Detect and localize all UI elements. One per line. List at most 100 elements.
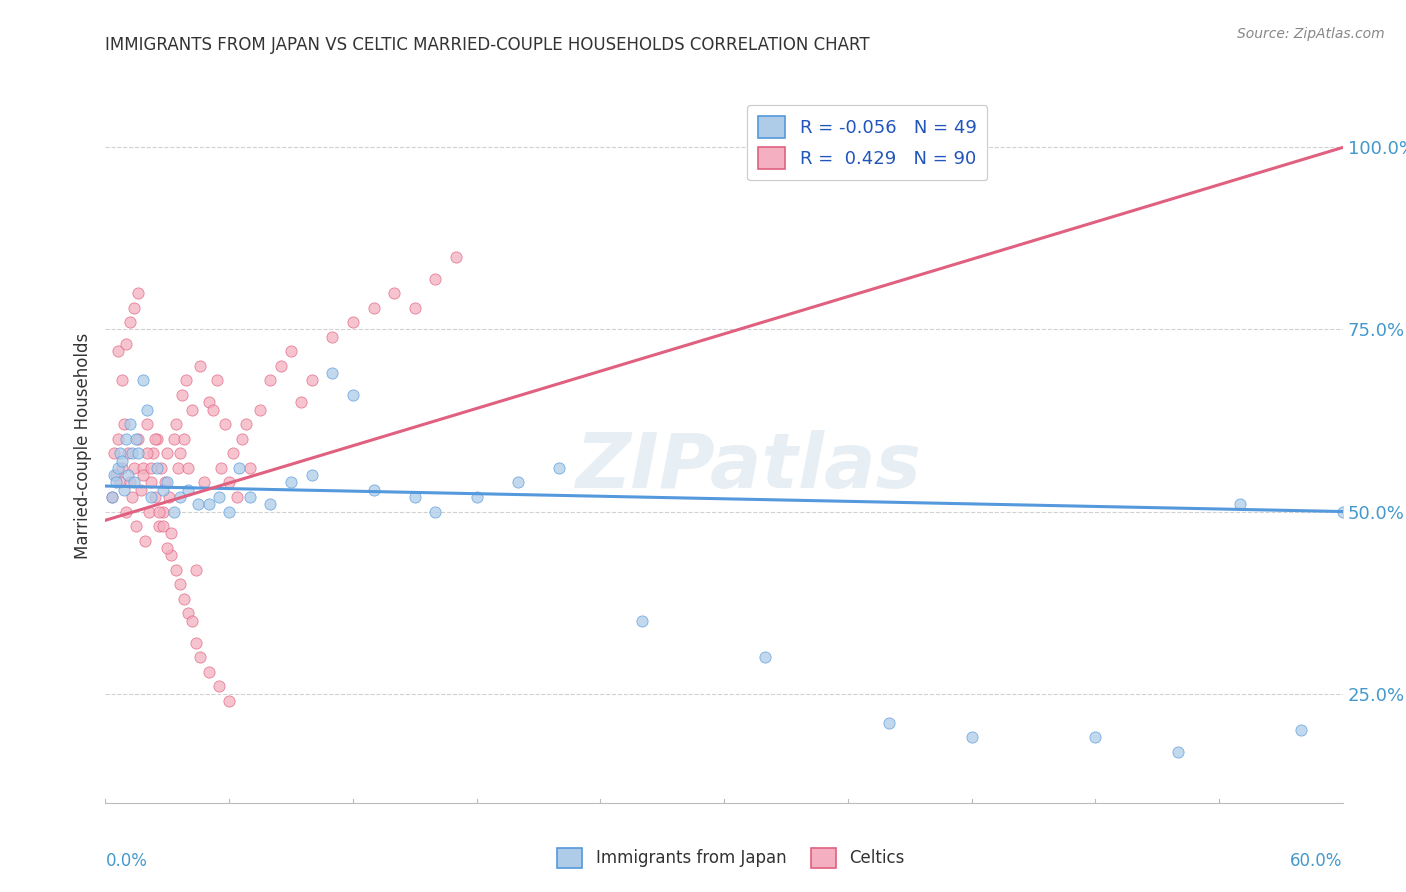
Point bbox=[131, 468, 153, 483]
Point bbox=[188, 359, 211, 373]
Point bbox=[135, 446, 157, 460]
Point bbox=[162, 432, 184, 446]
Point bbox=[177, 460, 200, 475]
Point bbox=[120, 417, 142, 432]
Point bbox=[222, 446, 245, 460]
Point bbox=[107, 460, 129, 475]
Point bbox=[127, 432, 149, 446]
Point bbox=[125, 432, 148, 446]
Point bbox=[107, 344, 129, 359]
Point bbox=[630, 614, 652, 628]
Point bbox=[197, 395, 219, 409]
Point bbox=[193, 475, 215, 490]
Point bbox=[100, 490, 122, 504]
Point bbox=[259, 374, 281, 388]
Point bbox=[425, 271, 447, 285]
Point bbox=[143, 432, 166, 446]
Point bbox=[173, 591, 195, 606]
Point bbox=[169, 577, 191, 591]
Point bbox=[177, 483, 200, 497]
Point bbox=[165, 563, 187, 577]
Point bbox=[205, 374, 228, 388]
Point bbox=[155, 475, 177, 490]
Point bbox=[239, 460, 262, 475]
Point bbox=[444, 250, 467, 264]
Point bbox=[146, 432, 169, 446]
Point bbox=[301, 374, 323, 388]
Point bbox=[321, 330, 343, 344]
Text: Source: ZipAtlas.com: Source: ZipAtlas.com bbox=[1237, 27, 1385, 41]
Point bbox=[1084, 731, 1107, 745]
Point bbox=[197, 497, 219, 511]
Point bbox=[124, 475, 146, 490]
Point bbox=[186, 635, 208, 649]
Point bbox=[181, 614, 204, 628]
Point bbox=[342, 315, 364, 329]
Point bbox=[142, 446, 165, 460]
Point bbox=[111, 460, 134, 475]
Point bbox=[218, 475, 240, 490]
Point bbox=[156, 475, 179, 490]
Point bbox=[115, 337, 138, 351]
Point bbox=[214, 417, 236, 432]
Point bbox=[218, 694, 240, 708]
Point bbox=[108, 475, 131, 490]
Point bbox=[181, 402, 204, 417]
Point bbox=[120, 475, 142, 490]
Point bbox=[152, 519, 174, 533]
Y-axis label: Married-couple Households: Married-couple Households bbox=[73, 333, 91, 559]
Point bbox=[157, 490, 180, 504]
Point bbox=[111, 374, 134, 388]
Point bbox=[187, 497, 209, 511]
Point bbox=[134, 533, 156, 548]
Point bbox=[218, 504, 240, 518]
Point bbox=[152, 483, 174, 497]
Point bbox=[382, 286, 405, 301]
Point bbox=[139, 460, 162, 475]
Point bbox=[177, 607, 200, 621]
Point bbox=[152, 504, 174, 518]
Point bbox=[877, 715, 900, 730]
Point bbox=[960, 731, 983, 745]
Point bbox=[1331, 504, 1354, 518]
Point bbox=[188, 650, 211, 665]
Point bbox=[235, 417, 257, 432]
Point bbox=[280, 344, 302, 359]
Point bbox=[135, 417, 157, 432]
Point bbox=[249, 402, 271, 417]
Point bbox=[139, 475, 162, 490]
Point bbox=[342, 388, 364, 402]
Point bbox=[321, 366, 343, 380]
Point bbox=[228, 460, 250, 475]
Point bbox=[209, 460, 232, 475]
Point bbox=[239, 490, 262, 504]
Point bbox=[124, 301, 146, 315]
Point bbox=[148, 504, 170, 518]
Point bbox=[259, 497, 281, 511]
Point bbox=[170, 388, 193, 402]
Point bbox=[115, 432, 138, 446]
Point bbox=[111, 453, 134, 467]
Point bbox=[129, 483, 152, 497]
Point bbox=[112, 417, 135, 432]
Point bbox=[226, 490, 249, 504]
Point bbox=[131, 374, 153, 388]
Point bbox=[160, 526, 183, 541]
Point bbox=[301, 468, 323, 483]
Point bbox=[124, 460, 146, 475]
Point bbox=[160, 548, 183, 562]
Legend: R = -0.056   N = 49, R =  0.429   N = 90: R = -0.056 N = 49, R = 0.429 N = 90 bbox=[747, 105, 987, 180]
Point bbox=[290, 395, 312, 409]
Point bbox=[425, 504, 447, 518]
Point bbox=[107, 432, 129, 446]
Point bbox=[148, 519, 170, 533]
Point bbox=[270, 359, 292, 373]
Point bbox=[197, 665, 219, 679]
Text: ZIPatlas: ZIPatlas bbox=[576, 431, 922, 504]
Point bbox=[548, 460, 571, 475]
Point bbox=[169, 446, 191, 460]
Point bbox=[120, 315, 142, 329]
Point bbox=[363, 301, 385, 315]
Point bbox=[169, 490, 191, 504]
Point bbox=[135, 402, 157, 417]
